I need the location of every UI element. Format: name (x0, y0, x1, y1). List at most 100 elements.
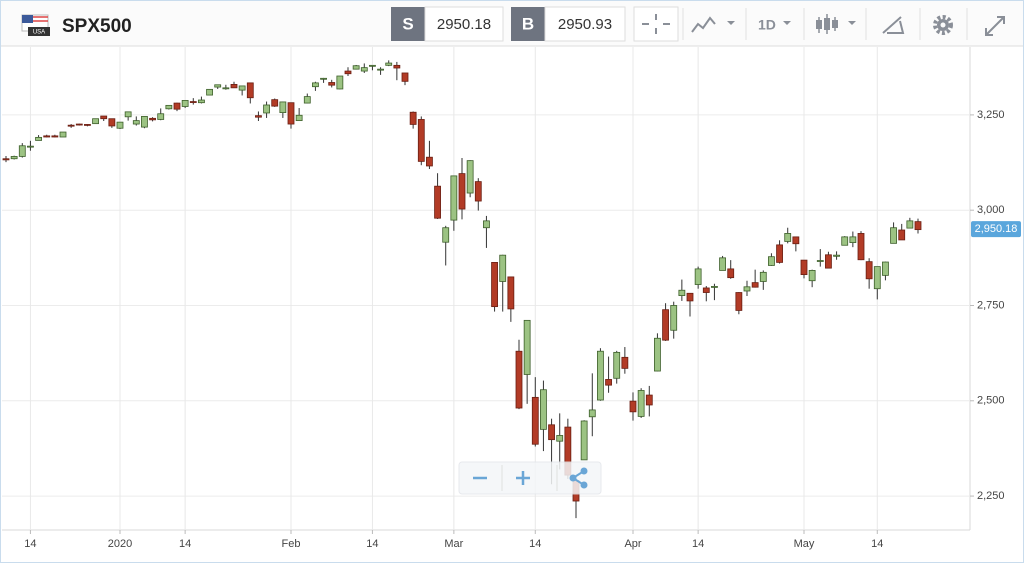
x-tick-label: 14 (24, 538, 36, 550)
sell-box[interactable] (424, 6, 504, 42)
candle-body-up (556, 435, 564, 442)
x-tick-label: 2020 (108, 538, 132, 550)
y-tick-label: 2,500 (977, 395, 1005, 407)
dropdown-arrow[interactable] (727, 21, 735, 25)
candle-body-up (92, 118, 99, 125)
dropdown-arrow[interactable] (783, 21, 791, 25)
candle-body-up (198, 99, 205, 104)
candle-body-up (320, 77, 327, 80)
candle-body-up (18, 145, 26, 157)
x-tick-label: May (794, 538, 815, 550)
settings-button[interactable] (933, 15, 953, 35)
candle-body-down (173, 102, 181, 110)
interval[interactable]: 1D (758, 17, 776, 33)
toolbar: USA SPX500 S 2950.18 B 2950.93 1D (1, 1, 1023, 47)
draw-icon[interactable] (882, 16, 905, 34)
x-tick-label: 14 (179, 538, 191, 550)
x-tick-label: 14 (366, 538, 378, 550)
x-tick-label: 14 (529, 538, 541, 550)
buy-label[interactable]: B (522, 14, 534, 33)
share-node[interactable] (580, 467, 588, 475)
crosshair-button[interactable] (633, 6, 679, 42)
candle-body-down (393, 64, 401, 69)
x-tick-label: Apr (624, 538, 641, 550)
candle-body-down (426, 156, 433, 167)
candle-body-up (580, 420, 588, 461)
flag-icon: USA (21, 14, 50, 36)
zoom-in-button[interactable] (516, 471, 530, 485)
candle-body-up (132, 120, 140, 125)
buy-tag[interactable] (511, 7, 545, 41)
candle-icon-body[interactable] (824, 18, 830, 30)
candle-body-up (116, 121, 124, 129)
gear-hole[interactable] (940, 22, 946, 28)
grid (2, 47, 970, 530)
candle-body-up (238, 85, 246, 91)
candle-body-down (898, 229, 906, 241)
candle-body-up (499, 254, 507, 282)
draw-button[interactable] (882, 16, 905, 34)
line-icon[interactable] (691, 16, 716, 33)
y-tick-label: 3,000 (977, 204, 1005, 216)
fullscreen-button[interactable] (985, 16, 1005, 36)
button-bg[interactable] (633, 6, 679, 42)
chart-type-button[interactable] (691, 16, 735, 33)
y-tick-label: 3,250 (977, 109, 1005, 121)
y-tick-label: 2,750 (977, 299, 1005, 311)
candle-icon-body[interactable] (832, 20, 838, 28)
candle-body-up (336, 75, 344, 90)
interval-button[interactable]: 1D (758, 17, 791, 33)
buy-box[interactable] (544, 6, 626, 42)
candle-body-up (312, 82, 319, 88)
share-node[interactable] (569, 474, 577, 482)
candle-body-up (214, 84, 222, 88)
crosshair-icon[interactable] (642, 14, 670, 34)
share-button[interactable] (569, 467, 588, 489)
candle-body-up (873, 266, 881, 290)
expand-icon[interactable] (985, 16, 1005, 36)
buy-price[interactable]: 2950.93 (558, 16, 612, 33)
candle-body-up (124, 111, 132, 118)
plus-icon[interactable] (516, 471, 530, 485)
candle-body-up (59, 131, 67, 138)
candle-body-up (157, 113, 165, 120)
candle-icon-body[interactable] (816, 20, 822, 29)
candle-body-up (841, 236, 849, 246)
candle-body-down (662, 309, 669, 341)
candle-body-up (35, 136, 42, 141)
flag-text: USA (33, 30, 45, 36)
candle-body-up (654, 337, 661, 372)
candle-body-up (694, 268, 702, 285)
candle-body-down (43, 135, 51, 138)
sell-button[interactable]: S 2950.18 (391, 6, 504, 42)
candle-body-up (279, 101, 287, 114)
sell-tag[interactable] (391, 7, 425, 41)
candle-body-up (906, 220, 914, 229)
candle-body-down (914, 221, 922, 231)
candle-body-down (230, 84, 238, 89)
x-tick-label: Mar (444, 538, 463, 550)
candle-body-up (670, 305, 678, 331)
candle-body-down (491, 262, 498, 308)
candle-body-up (833, 254, 840, 257)
dropdown-arrow[interactable] (848, 21, 856, 25)
candle-body-down (621, 356, 629, 369)
candle-body-down (792, 236, 800, 245)
candle-style-button[interactable] (816, 14, 856, 34)
candle-body-up (816, 260, 824, 262)
x-tick-label: Feb (282, 538, 301, 550)
candle-body-up (613, 351, 621, 379)
candle-body-up (369, 64, 376, 67)
candle-body-up (678, 289, 686, 296)
candle-body-down (531, 396, 539, 445)
gear-teeth[interactable] (933, 15, 953, 35)
candle-body-up (784, 233, 792, 242)
sell-price[interactable]: 2950.18 (437, 16, 491, 33)
share-node[interactable] (580, 481, 588, 489)
sell-label[interactable]: S (402, 14, 413, 33)
candle-body-up (743, 286, 751, 292)
candle-body-down (75, 123, 83, 126)
buy-button[interactable]: B 2950.93 (511, 6, 626, 42)
candle-body-up (849, 236, 857, 243)
